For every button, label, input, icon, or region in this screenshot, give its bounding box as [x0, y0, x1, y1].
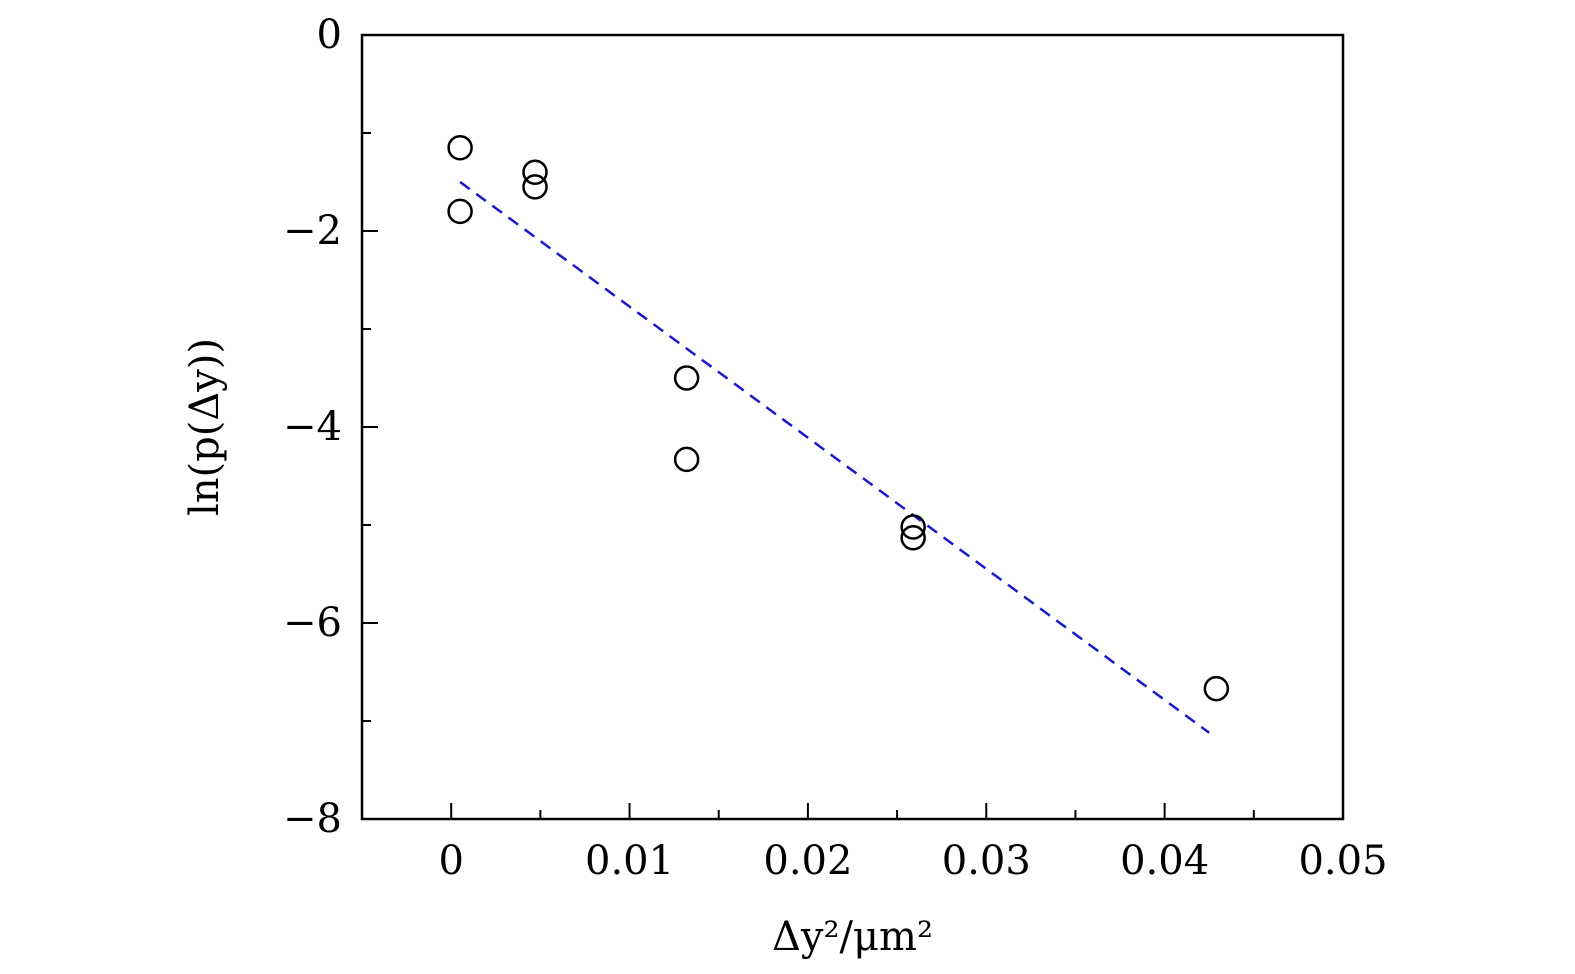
x-axis-title: Δy²/μm² [772, 914, 933, 960]
x-tick-label: 0.02 [763, 838, 852, 884]
data-point [447, 198, 473, 225]
x-tick-label: 0.04 [1120, 838, 1209, 884]
data-point [447, 134, 473, 161]
y-tick-label: −4 [283, 404, 342, 450]
plot-frame [360, 33, 1345, 821]
x-tick-label: 0.01 [585, 838, 674, 884]
y-tick-label: −8 [283, 796, 342, 842]
fit-line [459, 180, 1210, 734]
data-point [673, 446, 700, 473]
data-point [522, 159, 548, 185]
y-tick-label: −6 [283, 600, 342, 646]
y-axis-title: ln(p(Δy)) [182, 338, 228, 516]
data-point [522, 174, 548, 200]
data-point [673, 365, 700, 391]
data-point [900, 524, 926, 551]
data-point [1203, 675, 1230, 702]
data-point [900, 514, 926, 540]
x-tick-label: 0.05 [1298, 838, 1387, 884]
y-tick-label: 0 [317, 12, 342, 58]
y-tick-label: −2 [283, 208, 342, 254]
x-tick-label: 0 [438, 838, 463, 884]
x-tick-label: 0.03 [942, 838, 1031, 884]
